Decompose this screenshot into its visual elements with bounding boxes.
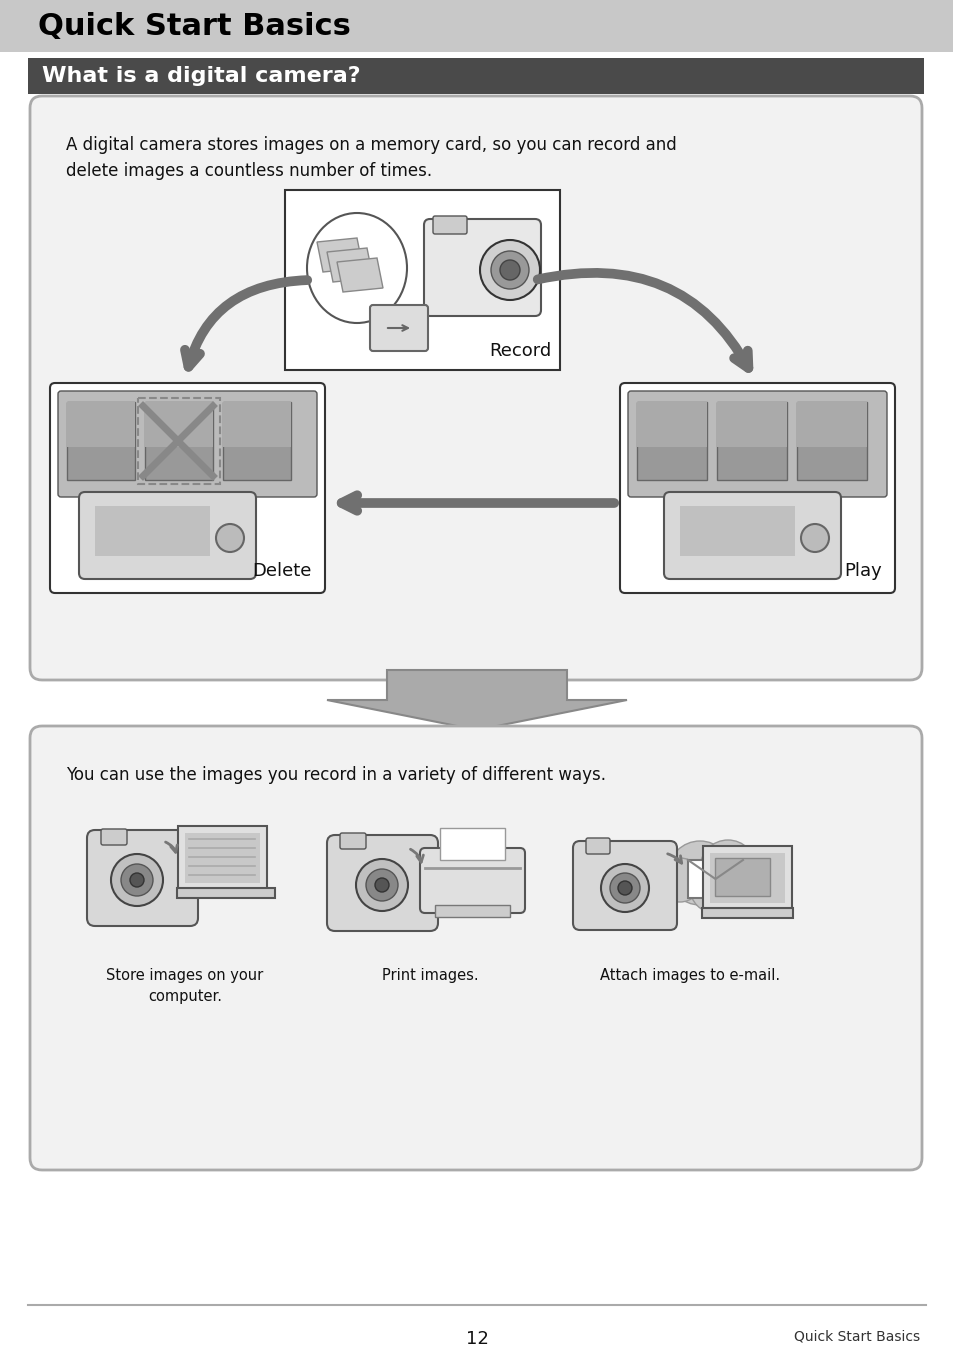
FancyBboxPatch shape — [619, 383, 894, 593]
FancyBboxPatch shape — [687, 860, 742, 898]
Circle shape — [618, 881, 631, 896]
Text: Play: Play — [843, 562, 882, 579]
FancyBboxPatch shape — [423, 218, 540, 316]
Circle shape — [801, 524, 828, 552]
FancyBboxPatch shape — [95, 506, 210, 556]
Text: 12: 12 — [465, 1330, 488, 1348]
Polygon shape — [327, 248, 373, 282]
Polygon shape — [327, 670, 626, 730]
Circle shape — [366, 868, 397, 901]
Circle shape — [355, 859, 408, 911]
FancyBboxPatch shape — [717, 402, 786, 480]
FancyBboxPatch shape — [627, 391, 886, 497]
FancyBboxPatch shape — [339, 833, 366, 849]
FancyBboxPatch shape — [87, 830, 198, 925]
Text: What is a digital camera?: What is a digital camera? — [42, 66, 360, 85]
Text: Record: Record — [489, 342, 552, 360]
FancyBboxPatch shape — [439, 828, 504, 860]
FancyBboxPatch shape — [663, 493, 841, 579]
FancyBboxPatch shape — [223, 402, 291, 480]
FancyBboxPatch shape — [30, 96, 921, 680]
FancyBboxPatch shape — [223, 402, 291, 446]
FancyBboxPatch shape — [637, 402, 706, 446]
FancyBboxPatch shape — [178, 826, 267, 890]
FancyBboxPatch shape — [717, 402, 786, 446]
FancyBboxPatch shape — [0, 0, 953, 52]
FancyBboxPatch shape — [796, 402, 866, 480]
FancyBboxPatch shape — [30, 726, 921, 1170]
FancyBboxPatch shape — [370, 305, 428, 351]
Circle shape — [479, 240, 539, 300]
Polygon shape — [336, 258, 382, 292]
FancyBboxPatch shape — [701, 908, 792, 917]
Circle shape — [499, 261, 519, 280]
Circle shape — [727, 860, 767, 900]
Ellipse shape — [307, 213, 407, 323]
FancyBboxPatch shape — [185, 833, 260, 883]
FancyBboxPatch shape — [433, 216, 467, 233]
Circle shape — [658, 858, 701, 902]
FancyBboxPatch shape — [145, 402, 213, 480]
FancyBboxPatch shape — [585, 839, 609, 854]
FancyBboxPatch shape — [58, 391, 316, 497]
Circle shape — [215, 524, 244, 552]
Circle shape — [375, 878, 389, 892]
Circle shape — [121, 864, 152, 896]
Text: Attach images to e-mail.: Attach images to e-mail. — [599, 968, 780, 982]
Circle shape — [689, 863, 740, 913]
Text: Print images.: Print images. — [381, 968, 477, 982]
Text: Delete: Delete — [253, 562, 312, 579]
FancyBboxPatch shape — [702, 845, 791, 911]
FancyBboxPatch shape — [67, 402, 135, 480]
Polygon shape — [316, 237, 363, 271]
FancyBboxPatch shape — [435, 905, 510, 917]
Circle shape — [111, 854, 163, 906]
FancyBboxPatch shape — [573, 841, 677, 930]
Circle shape — [491, 251, 529, 289]
Circle shape — [600, 864, 648, 912]
FancyBboxPatch shape — [79, 493, 255, 579]
Bar — [138, 398, 220, 484]
FancyBboxPatch shape — [145, 402, 213, 446]
Text: A digital camera stores images on a memory card, so you can record and
delete im: A digital camera stores images on a memo… — [66, 136, 676, 180]
FancyBboxPatch shape — [101, 829, 127, 845]
Circle shape — [609, 873, 639, 902]
Circle shape — [130, 873, 144, 887]
Text: Quick Start Basics: Quick Start Basics — [38, 11, 351, 41]
FancyBboxPatch shape — [637, 402, 706, 480]
FancyBboxPatch shape — [714, 858, 769, 896]
FancyBboxPatch shape — [28, 58, 923, 94]
Text: You can use the images you record in a variety of different ways.: You can use the images you record in a v… — [66, 765, 605, 784]
FancyBboxPatch shape — [177, 887, 274, 898]
FancyBboxPatch shape — [709, 854, 784, 902]
FancyBboxPatch shape — [50, 383, 325, 593]
FancyBboxPatch shape — [679, 506, 794, 556]
FancyBboxPatch shape — [327, 835, 437, 931]
Circle shape — [667, 841, 731, 905]
Text: Store images on your
computer.: Store images on your computer. — [107, 968, 263, 1004]
FancyBboxPatch shape — [285, 190, 559, 370]
FancyBboxPatch shape — [796, 402, 866, 446]
Text: Quick Start Basics: Quick Start Basics — [793, 1330, 919, 1343]
Circle shape — [700, 840, 755, 896]
FancyBboxPatch shape — [419, 848, 524, 913]
FancyBboxPatch shape — [67, 402, 135, 446]
